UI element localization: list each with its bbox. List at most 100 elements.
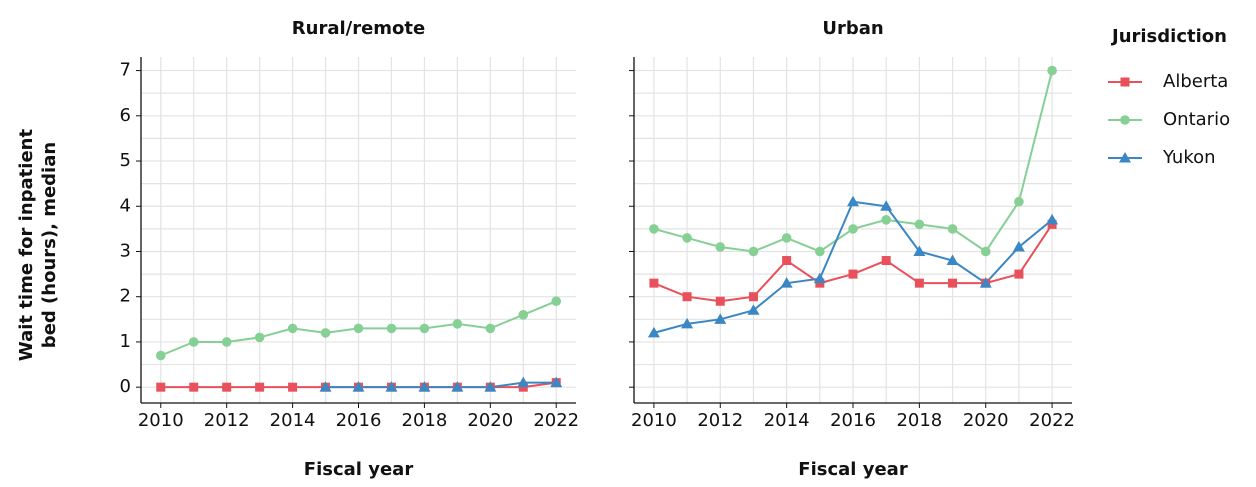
marker-triangle [1046, 213, 1059, 225]
legend-label: Ontario [1163, 109, 1230, 130]
x-tick-label: 2010 [631, 410, 677, 431]
marker-square [848, 269, 858, 279]
marker-circle [452, 319, 463, 329]
marker-square [715, 296, 725, 306]
marker-triangle [517, 376, 530, 388]
marker-circle [947, 224, 958, 234]
x-tick-label: 2016 [336, 410, 382, 431]
marker-triangle [747, 304, 760, 315]
marker-triangle [946, 254, 959, 266]
x-tick-label: 2014 [764, 410, 810, 431]
x-tick-label: 2010 [138, 410, 184, 431]
legend-label: Alberta [1163, 71, 1228, 92]
marker-square [948, 278, 958, 288]
marker-triangle [979, 277, 992, 288]
marker-square [518, 382, 528, 392]
marker-square [649, 278, 659, 288]
y-tick-label: 3 [120, 240, 131, 261]
marker-circle [1014, 196, 1024, 207]
marker-triangle [1119, 152, 1131, 163]
x-tick-label: 2016 [830, 410, 876, 431]
marker-triangle [647, 326, 660, 338]
x-tick-label: 2012 [697, 410, 743, 431]
marker-circle [781, 233, 792, 243]
y-tick-label: 4 [120, 195, 131, 216]
marker-triangle [880, 200, 893, 211]
marker-square [222, 382, 232, 392]
y-tick-label: 2 [120, 286, 131, 307]
marker-triangle [780, 277, 793, 288]
marker-square [1120, 77, 1130, 87]
marker-triangle [385, 381, 398, 392]
series-line [325, 381, 557, 389]
y-tick-label: 7 [120, 60, 131, 81]
marker-square [288, 382, 298, 392]
marker-triangle [813, 272, 826, 284]
marker-circle [287, 323, 298, 334]
marker-square [682, 292, 692, 302]
marker-circle [386, 323, 397, 334]
x-tick-label: 2018 [402, 410, 448, 431]
x-axis-label: Fiscal year [304, 459, 414, 480]
marker-circle [815, 246, 825, 257]
panel-title: Rural/remote [292, 18, 425, 39]
marker-circle [748, 246, 759, 257]
marker-square [156, 382, 166, 392]
marker-circle [353, 323, 364, 334]
y-tick-label: 0 [120, 376, 131, 397]
marker-circle [254, 332, 265, 343]
marker-triangle [352, 381, 365, 392]
marker-circle [419, 323, 430, 334]
marker-circle [649, 224, 659, 234]
x-tick-label: 2020 [963, 410, 1009, 431]
y-axis-label: Wait time for inpatient bed (hours), med… [16, 128, 60, 362]
marker-triangle [484, 381, 497, 392]
y-tick-label: 1 [120, 331, 131, 352]
marker-square [881, 256, 891, 266]
marker-circle [980, 246, 991, 257]
marker-circle [881, 215, 891, 225]
panel-title: Urban [822, 18, 883, 39]
marker-triangle [418, 381, 431, 392]
x-tick-label: 2014 [270, 410, 316, 431]
marker-triangle [913, 245, 926, 256]
marker-circle [715, 242, 726, 252]
marker-square [189, 382, 199, 392]
x-tick-label: 2022 [533, 410, 579, 431]
marker-square [782, 256, 792, 266]
marker-circle [1120, 115, 1130, 125]
marker-circle [518, 310, 529, 320]
marker-square [815, 278, 825, 288]
marker-triangle [319, 381, 332, 392]
y-tick-label: 6 [120, 105, 131, 126]
marker-circle [1047, 65, 1057, 76]
marker-circle [155, 350, 166, 361]
marker-square [255, 382, 265, 392]
marker-circle [188, 337, 199, 347]
marker-triangle [847, 195, 859, 207]
marker-triangle [714, 313, 727, 324]
x-tick-label: 2020 [467, 410, 513, 431]
marker-square [1014, 269, 1024, 279]
marker-circle [221, 337, 232, 347]
marker-square [1047, 219, 1057, 229]
marker-triangle [1012, 240, 1025, 252]
marker-circle [485, 323, 496, 334]
legend-label: Yukon [1162, 147, 1216, 168]
marker-circle [914, 219, 925, 230]
x-tick-label: 2012 [204, 410, 250, 431]
marker-triangle [451, 381, 464, 392]
legend-title: Jurisdiction [1110, 26, 1227, 47]
marker-triangle [681, 317, 694, 329]
marker-triangle [550, 376, 563, 388]
x-axis-label: Fiscal year [798, 459, 908, 480]
marker-circle [848, 224, 858, 234]
x-tick-label: 2018 [896, 410, 942, 431]
marker-square [748, 292, 758, 302]
marker-circle [682, 233, 692, 243]
x-tick-label: 2022 [1029, 410, 1075, 431]
marker-circle [551, 296, 562, 307]
y-tick-label: 5 [120, 150, 131, 171]
